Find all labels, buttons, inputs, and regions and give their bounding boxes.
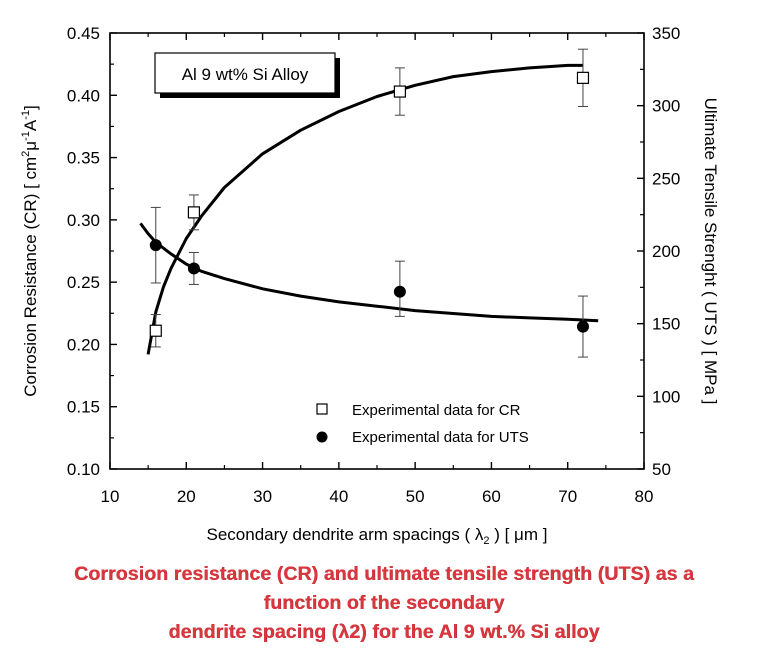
fit-curve-cr bbox=[146, 63, 583, 355]
legend-uts-label: Experimental data for UTS bbox=[352, 429, 529, 446]
x-tick-label: 60 bbox=[482, 487, 501, 506]
data-point-cr bbox=[393, 85, 406, 98]
annotation-box bbox=[154, 52, 336, 94]
y-right-tick-label: 250 bbox=[652, 169, 680, 188]
annotation-text: Al 9 wt% Si Alloy bbox=[182, 65, 309, 84]
data-point-cr bbox=[576, 71, 590, 84]
chart: 10 20 30 40 50 60 70 80 0.10 0.15 0.20 0.25 0.30 0.35… bbox=[20, 24, 720, 547]
x-axis-label: Secondary dendrite arm spacings ( λ2 ) [… bbox=[207, 525, 548, 547]
y-right-tick-label: 200 bbox=[652, 242, 680, 261]
y-left-tick-label: 0.25 bbox=[67, 273, 100, 292]
x-tick-label: 20 bbox=[177, 487, 196, 506]
fit-curves bbox=[139, 63, 599, 355]
data-point-uts bbox=[576, 320, 589, 333]
y-left-tick-label: 0.45 bbox=[67, 24, 100, 43]
y-right-tick-label: 100 bbox=[652, 387, 680, 406]
legend-uts-marker bbox=[316, 431, 328, 443]
figure-caption: Corrosion resistance (CR) and ultimate t… bbox=[0, 560, 768, 647]
caption-line-3: dendrite spacing (λ2) for the Al 9 wt.% … bbox=[168, 621, 600, 643]
y-left-tick-label: 0.15 bbox=[67, 398, 100, 417]
legend-cr-label: Experimental data for CR bbox=[352, 402, 521, 419]
axes-ticks: 10 20 30 40 50 60 70 80 0.10 0.15 0.20 0.25 0.30 0.35… bbox=[67, 24, 680, 506]
x-tick-label: 10 bbox=[101, 487, 120, 506]
data-markers bbox=[149, 71, 590, 337]
x-tick-label: 30 bbox=[253, 487, 272, 506]
y-right-tick-label: 50 bbox=[652, 460, 671, 479]
fit-curve-uts bbox=[139, 222, 599, 323]
y-left-tick-label: 0.20 bbox=[67, 335, 100, 354]
y-left-tick-label: 0.30 bbox=[67, 211, 100, 230]
x-tick-label: 40 bbox=[329, 487, 348, 506]
y-left-tick-label: 0.10 bbox=[67, 460, 100, 479]
y-left-axis-label: Corrosion Resistance (CR) [ cm2μ-1A-1] bbox=[20, 105, 40, 397]
y-right-tick-label: 300 bbox=[652, 97, 680, 116]
data-point-uts bbox=[393, 285, 406, 298]
data-point-uts bbox=[149, 239, 162, 252]
y-right-tick-label: 350 bbox=[652, 24, 680, 43]
x-tick-label: 50 bbox=[406, 487, 425, 506]
data-point-cr bbox=[149, 324, 162, 337]
caption-line-2: function of the secondary bbox=[263, 592, 505, 614]
y-left-tick-label: 0.40 bbox=[67, 86, 100, 105]
caption-line-1: Corrosion resistance (CR) and ultimate t… bbox=[74, 563, 694, 585]
data-point-cr bbox=[187, 206, 201, 219]
y-right-axis-label: Ultimate Tensile Strenght ( UTS ) [ MPa … bbox=[701, 98, 720, 405]
data-point-uts bbox=[187, 262, 200, 275]
legend-cr-marker bbox=[316, 403, 328, 415]
y-right-tick-label: 150 bbox=[652, 315, 680, 334]
y-left-tick-label: 0.35 bbox=[67, 149, 100, 168]
x-tick-label: 70 bbox=[558, 487, 577, 506]
x-tick-label: 80 bbox=[635, 487, 654, 506]
